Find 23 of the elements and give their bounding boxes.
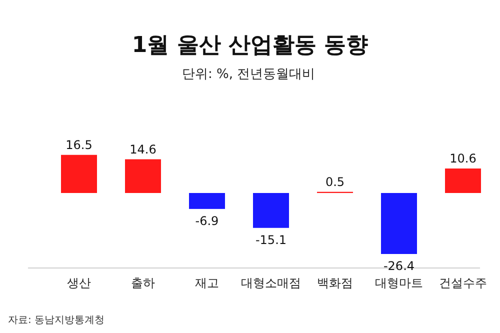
bar bbox=[445, 168, 481, 193]
data-label: -15.1 bbox=[255, 232, 287, 247]
data-label: -26.4 bbox=[383, 259, 415, 273]
x-tick-label: 대형소매점 bbox=[241, 276, 301, 290]
bar bbox=[189, 193, 225, 209]
x-tick-label: 건설수주 bbox=[439, 276, 487, 290]
x-tick-label: 재고 bbox=[195, 276, 219, 290]
x-tick-label: 생산 bbox=[67, 276, 91, 290]
data-label: 10.6 bbox=[450, 152, 476, 166]
x-tick-label: 출하 bbox=[131, 276, 155, 290]
bar bbox=[125, 159, 161, 193]
chart-subtitle: 단위: %, 전년동월대비 bbox=[182, 67, 316, 82]
text: 자료: 동남지방통계청 bbox=[8, 315, 105, 326]
chart-title: 1월 울산 산업활동 동향 bbox=[132, 33, 368, 58]
bar bbox=[61, 154, 97, 193]
bar bbox=[253, 193, 289, 228]
data-label: 0.5 bbox=[325, 174, 345, 189]
x-tick-label: 백화점 bbox=[317, 276, 353, 290]
data-label: 14.6 bbox=[130, 142, 156, 156]
x-tick-label: 대형마트 bbox=[375, 276, 423, 290]
data-label: 16.5 bbox=[66, 138, 92, 152]
bar bbox=[381, 193, 417, 254]
data-label: -6.9 bbox=[195, 214, 219, 228]
